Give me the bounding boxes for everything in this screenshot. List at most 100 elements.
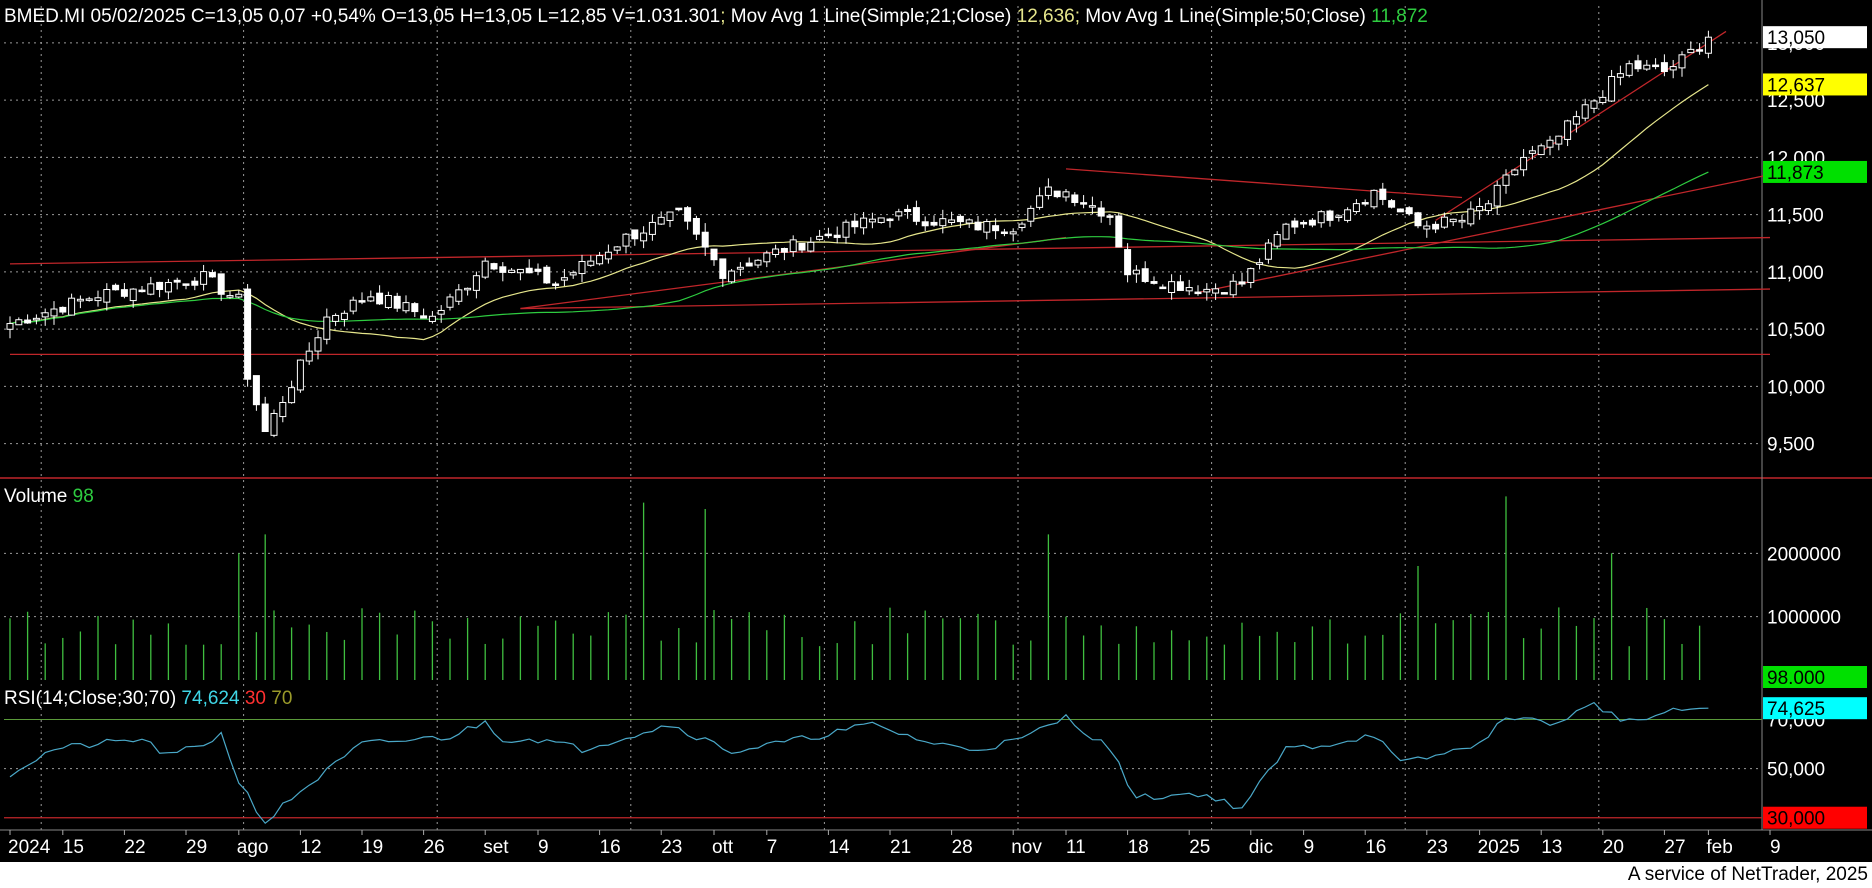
price-tick-label: 9,500 bbox=[1767, 435, 1815, 456]
date-tick-label: 26 bbox=[424, 837, 445, 858]
volume-tick-label: 1000000 bbox=[1767, 608, 1841, 629]
candle-body bbox=[420, 315, 428, 319]
candle-body bbox=[1088, 205, 1096, 208]
candle-body bbox=[1467, 208, 1475, 225]
candle-body bbox=[1212, 288, 1220, 294]
candle-body bbox=[1396, 208, 1404, 213]
last-ma50-label-bg bbox=[1763, 160, 1867, 183]
date-tick-label: ott bbox=[712, 837, 734, 858]
candle-body bbox=[164, 282, 172, 293]
candle-body bbox=[1704, 36, 1712, 54]
price-tick-label: 11,500 bbox=[1767, 206, 1824, 227]
candle-body bbox=[1106, 215, 1114, 218]
rsi-low-label-bg bbox=[1763, 806, 1867, 829]
candle-body bbox=[816, 235, 824, 240]
candle-body bbox=[226, 295, 234, 298]
candle-body bbox=[376, 292, 384, 305]
candle-body bbox=[956, 215, 964, 223]
candle-body bbox=[992, 225, 1000, 232]
last-close-label: 13,050 bbox=[1767, 28, 1825, 49]
candle-body bbox=[1599, 96, 1607, 104]
candle-body bbox=[446, 296, 454, 308]
trendline bbox=[520, 288, 1771, 310]
candle-body bbox=[1027, 207, 1035, 222]
volume-tick-label: 2000000 bbox=[1767, 544, 1841, 565]
candle-body bbox=[1229, 280, 1237, 296]
date-tick-label: 7 bbox=[767, 837, 778, 858]
candle-body bbox=[235, 293, 243, 298]
candle-body bbox=[1502, 174, 1510, 186]
candle-body bbox=[1168, 281, 1176, 293]
candle-body bbox=[1581, 104, 1589, 119]
candle-body bbox=[780, 247, 788, 253]
candle-body bbox=[1124, 249, 1132, 276]
candle-body bbox=[1476, 205, 1484, 212]
candle-body bbox=[1458, 219, 1466, 223]
candle-body bbox=[798, 242, 806, 251]
candle-body bbox=[596, 255, 604, 265]
candle-body bbox=[472, 275, 480, 291]
candle-body bbox=[552, 283, 560, 286]
price-header: BMED.MI 05/02/2025 C=13,05 0,07 +0,54% O… bbox=[4, 6, 1428, 28]
candle-body bbox=[1520, 156, 1528, 171]
candle-body bbox=[1176, 281, 1184, 291]
candle-body bbox=[1423, 225, 1431, 230]
candle-body bbox=[1326, 210, 1334, 221]
date-tick-label: 11 bbox=[1066, 837, 1086, 858]
candle-body bbox=[1564, 120, 1572, 140]
ma50-label: Mov Avg 1 Line(Simple;50;Close) bbox=[1080, 6, 1366, 27]
candle-body bbox=[1273, 234, 1281, 247]
date-tick-label: 18 bbox=[1128, 837, 1149, 858]
candle-body bbox=[1317, 211, 1325, 224]
candle-body bbox=[1141, 268, 1149, 282]
date-tick-label: nov bbox=[1011, 837, 1042, 858]
candle-body bbox=[279, 401, 287, 418]
candle-body bbox=[1687, 48, 1695, 54]
candle-body bbox=[85, 298, 93, 301]
date-tick-label: 16 bbox=[600, 837, 621, 858]
trendline bbox=[1435, 30, 1727, 221]
candle-body bbox=[1660, 62, 1668, 72]
candle-body bbox=[323, 316, 331, 340]
date-tick-label: 20 bbox=[1603, 837, 1624, 858]
rsi-value: 74,624 bbox=[176, 688, 240, 709]
candle-body bbox=[895, 211, 903, 217]
candle-body bbox=[1264, 242, 1272, 260]
moving-averages bbox=[9, 84, 1709, 341]
candlesticks bbox=[6, 30, 1712, 438]
price-info: BMED.MI 05/02/2025 C=13,05 0,07 +0,54% O… bbox=[4, 6, 721, 27]
candle-body bbox=[1634, 60, 1642, 70]
candle-body bbox=[1132, 269, 1140, 275]
rsi-line bbox=[9, 701, 1709, 825]
candle-body bbox=[772, 248, 780, 255]
candle-body bbox=[1150, 281, 1158, 284]
candle-body bbox=[393, 295, 401, 309]
candle-body bbox=[666, 211, 674, 221]
candle-body bbox=[50, 308, 58, 317]
candle-body bbox=[587, 260, 595, 266]
candle-body bbox=[1616, 73, 1624, 78]
rsi-header: RSI(14;Close;30;70) 74,624 30 70 bbox=[4, 688, 292, 710]
date-tick-label: 29 bbox=[186, 837, 207, 858]
last-ma21-label-bg bbox=[1763, 73, 1867, 96]
candle-body bbox=[1308, 219, 1316, 226]
candle-body bbox=[120, 289, 128, 297]
date-tick-label: 15 bbox=[63, 837, 84, 858]
candle-body bbox=[1493, 184, 1501, 207]
candle-body bbox=[912, 207, 920, 222]
date-tick-label: set bbox=[483, 837, 509, 858]
candle-body bbox=[349, 299, 357, 312]
candle-body bbox=[1097, 207, 1105, 217]
candle-body bbox=[640, 232, 648, 242]
last-close-label-bg bbox=[1763, 26, 1867, 49]
candle-body bbox=[156, 281, 164, 290]
candle-body bbox=[1247, 268, 1255, 283]
date-tick-label: 23 bbox=[661, 837, 682, 858]
date-tick-label: 22 bbox=[124, 837, 145, 858]
candle-body bbox=[948, 219, 956, 223]
candle-body bbox=[807, 241, 815, 252]
date-tick-label: 28 bbox=[952, 837, 973, 858]
volume-bars bbox=[9, 496, 1701, 680]
date-tick-label: 19 bbox=[362, 837, 383, 858]
